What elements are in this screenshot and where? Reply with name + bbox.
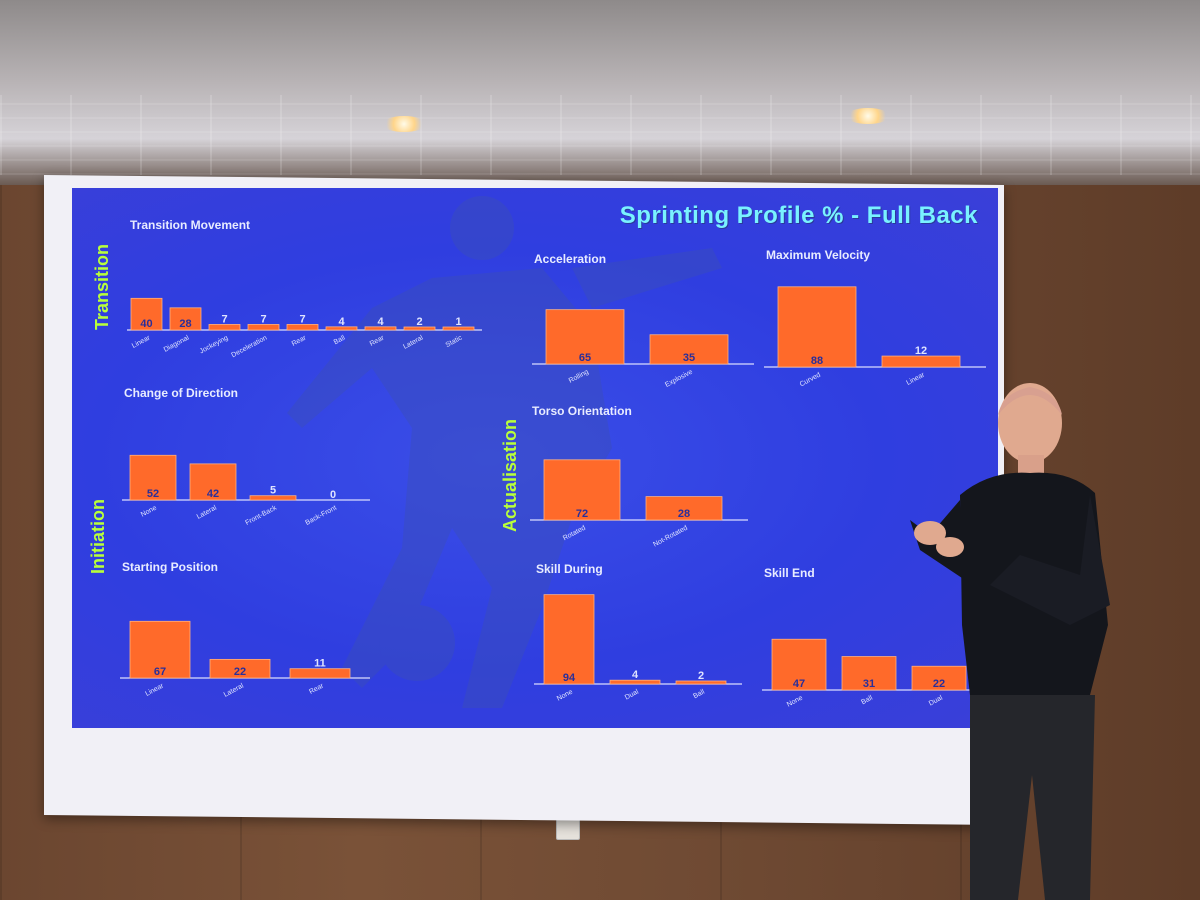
ceiling-light [382,116,426,132]
bar-ball [841,656,897,691]
bar-value-label: 2 [698,670,704,682]
bar-static [442,326,475,331]
bar-lateral [403,326,436,331]
bar-value-label: 7 [299,313,305,325]
bar-none [771,638,827,691]
bar-front-back [249,495,297,501]
bar-ball [325,326,358,331]
bar-value-label: 52 [147,488,159,500]
bar-linear [130,297,163,331]
category-label: Linear [144,682,165,698]
category-label: Rear [308,682,325,696]
bar-value-label: 88 [811,355,823,367]
bar-value-label: 12 [915,345,927,357]
chart-title-acceleration: Acceleration [534,252,607,266]
side-label-initiation: Initiation [88,499,108,574]
chart-starting-position: 67 Linear 22 Lateral 11 Rear [120,620,370,699]
category-label: Static [445,334,464,349]
category-label: Linear [131,334,152,350]
bar-value-label: 40 [140,318,152,330]
bar-dual [911,665,967,691]
bar-rotated [543,459,621,521]
bar-deceleration [247,324,280,331]
bar-value-label: 31 [863,678,875,690]
presenter [910,383,1110,900]
bar-value-label: 42 [207,488,219,500]
bar-linear [881,355,961,368]
bar-value-label: 4 [338,316,345,328]
bar-lateral [209,658,271,679]
bar-value-label: 1 [455,316,461,328]
bar-explosive [649,334,729,365]
bar-value-label: 7 [221,313,227,325]
bar-rear [289,668,351,679]
bar-value-label: 28 [179,318,191,330]
ceiling [0,0,1200,185]
bar-value-label: 4 [632,669,639,681]
chart-title-maximum-velocity: Maximum Velocity [766,248,871,262]
slide-title: Sprinting Profile % - Full Back [619,202,978,229]
bar-value-label: 22 [933,678,945,690]
bar-value-label: 47 [793,678,805,690]
bar-dual [609,679,661,685]
bar-value-label: 22 [234,666,246,678]
bar-curved [777,286,857,368]
category-label: Rear [291,334,308,348]
category-label: Ball [860,694,874,706]
category-label: Ball [692,688,706,700]
side-label-actualisation: Actualisation [500,418,520,532]
bar-rear [364,326,397,331]
category-label: None [556,689,574,703]
category-label: Ball [333,334,347,346]
chart-title-transition-movement: Transition Movement [130,218,251,232]
bar-value-label: 35 [683,352,695,364]
category-label: Dual [624,688,640,701]
side-label-transition: Transition [92,243,112,330]
category-label: Lateral [196,504,219,520]
bar-rolling [545,309,625,365]
bar-none [129,454,177,501]
slide: Sprinting Profile % - Full Back Transiti… [72,188,998,728]
chart-title-skill-during: Skill During [536,562,603,576]
chart-transition-movement: 40Linear28Diagonal7Jockeying7Deceleratio… [127,297,482,359]
bar-rear [286,324,319,331]
bar-value-label: 0 [330,489,336,501]
bar-value-label: 28 [678,508,690,520]
bar-value-label: 67 [154,666,166,678]
bar-jockeying [208,324,241,331]
chart-title-change-of-direction: Change of Direction [124,386,239,400]
bar-ball [675,680,727,685]
category-label: Lateral [223,682,246,698]
bar-value-label: 7 [260,313,266,325]
bar-diagonal [169,307,202,331]
bar-value-label: 65 [579,352,591,364]
bar-value-label: 4 [377,316,384,328]
category-label: None [140,505,158,519]
bar-value-label: 11 [314,658,326,670]
ceiling-grid [0,95,1200,175]
bar-value-label: 2 [416,316,422,328]
bar-none [543,594,595,685]
player-silhouette [287,196,722,708]
category-label: None [786,695,804,709]
chart-title-starting-position: Starting Position [122,560,218,574]
ceiling-light [846,108,890,124]
category-label: Rear [369,334,386,348]
chart-title-torso-orientation: Torso Orientation [532,404,632,418]
chart-title-skill-end: Skill End [764,566,815,580]
bar-value-label: 72 [576,508,588,520]
chart-skill-during: 94 None 4 Dual 2 Ball [534,594,742,703]
bar-linear [129,620,191,679]
bar-value-label: 5 [270,485,276,497]
bar-value-label: 94 [563,672,576,684]
bar-not-rotated [645,496,723,521]
bar-lateral [189,463,237,501]
